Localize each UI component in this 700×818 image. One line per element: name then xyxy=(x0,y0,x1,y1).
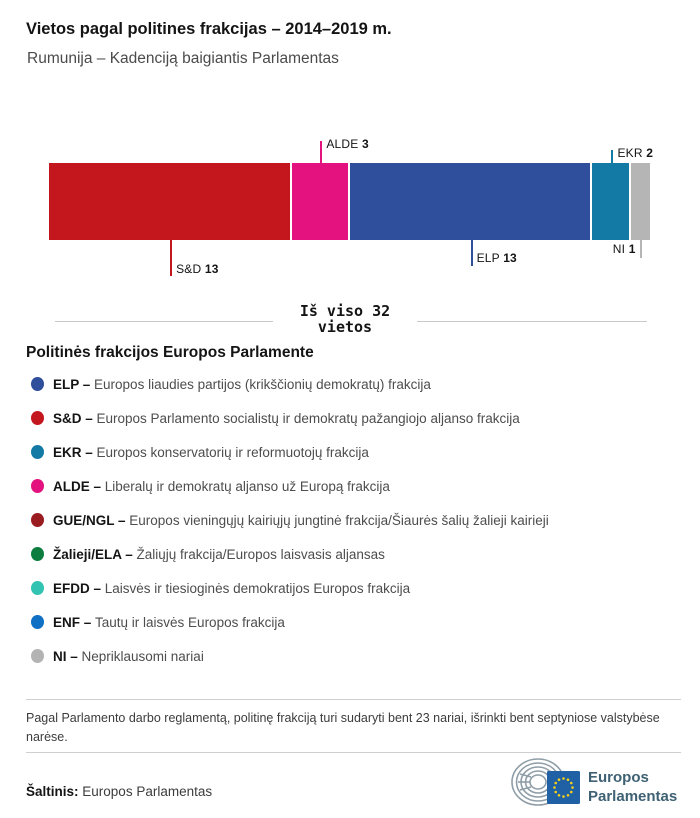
legend-item-elp: ELP – Europos liaudies partijos (krikšči… xyxy=(26,367,676,401)
eu-star-icon xyxy=(569,790,573,794)
legend-dot-efdd xyxy=(31,581,44,595)
footnote-divider xyxy=(26,699,681,700)
footnote-text: Pagal Parlamento darbo reglamentą, polit… xyxy=(26,711,660,744)
page-title: Vietos pagal politines frakcijas – 2014–… xyxy=(26,20,392,38)
legend-label-alieji-ela: Žalieji/ELA – Žaliųjų frakcija/Europos l… xyxy=(53,546,385,562)
eu-flag-icon xyxy=(547,771,580,804)
legend-dot-gue-ngl xyxy=(31,513,44,527)
bar-segment-alde xyxy=(291,163,348,240)
eu-star-icon xyxy=(569,781,573,785)
page-subtitle: Rumunija – Kadenciją baigiantis Parlamen… xyxy=(27,50,339,67)
legend-item-s-d: S&D – Europos Parlamento socialistų ir d… xyxy=(26,401,676,435)
legend-label-efdd: EFDD – Laisvės ir tiesioginės demokratij… xyxy=(53,580,411,596)
legend-dot-alde xyxy=(31,479,44,493)
legend-item-enf: ENF – Tautų ir laisvės Europos frakcija xyxy=(26,605,676,639)
eu-star-icon xyxy=(566,793,570,797)
source-line: Šaltinis: Europos Parlamentas xyxy=(26,784,212,799)
legend-item-efdd: EFDD – Laisvės ir tiesioginės demokratij… xyxy=(26,571,676,605)
total-rule-right xyxy=(417,321,647,322)
legend-item-alde: ALDE – Liberalų ir demokratų aljanso už … xyxy=(26,469,676,503)
legend-label-ni: NI – Nepriklausomi nariai xyxy=(53,648,204,664)
legend-dot-enf xyxy=(31,615,44,629)
callout-label-ni: NI 1 xyxy=(612,242,636,256)
callout-tick-elp xyxy=(470,240,473,266)
legend-label-s-d: S&D – Europos Parlamento socialistų ir d… xyxy=(53,410,520,426)
european-parliament-logo: Europos Parlamentas xyxy=(511,758,677,806)
eu-star-icon xyxy=(562,795,565,798)
eu-star-icon xyxy=(554,781,558,785)
callout-label-s-d: S&D 13 xyxy=(176,262,219,276)
callout-tick-alde xyxy=(320,141,323,163)
eu-star-icon xyxy=(566,778,570,782)
seats-stacked-bar-chart: S&D 13 ALDE 3 ELP 13 EKR 2 NI 1 xyxy=(0,130,700,295)
eu-star-icon xyxy=(554,790,558,794)
callout-label-alde: ALDE 3 xyxy=(326,137,369,151)
logo-text-line2: Parlamentas xyxy=(588,788,677,805)
legend-dot-ekr xyxy=(31,445,44,459)
legend-dot-s-d xyxy=(31,411,44,425)
total-rule-left xyxy=(55,321,273,322)
legend-label-elp: ELP – Europos liaudies partijos (krikšči… xyxy=(53,376,431,392)
legend-item-ni: NI – Nepriklausomi nariai xyxy=(26,639,676,673)
eu-flag-stars xyxy=(553,777,574,798)
source-label: Šaltinis: xyxy=(26,784,79,799)
source-value: Europos Parlamentas xyxy=(82,784,213,799)
legend-label-ekr: EKR – Europos konservatorių ir reformuot… xyxy=(53,444,369,460)
legend-label-alde: ALDE – Liberalų ir demokratų aljanso už … xyxy=(53,478,390,494)
eu-star-icon xyxy=(562,777,565,780)
logo-text-line1: Europos xyxy=(588,769,649,786)
total-seats-label: Iš viso 32 vietos xyxy=(299,302,391,336)
legend-item-alieji-ela: Žalieji/ELA – Žaliųjų frakcija/Europos l… xyxy=(26,537,676,571)
eu-star-icon xyxy=(557,793,561,797)
callout-tick-ni xyxy=(639,240,642,258)
bar-segment-s-d xyxy=(49,163,290,240)
legend-dot-ni xyxy=(31,649,44,663)
total-seats-row: Iš viso 32 vietos xyxy=(0,302,700,338)
legend-dot-elp xyxy=(31,377,44,391)
legend-dot-alieji-ela xyxy=(31,547,44,561)
callout-tick-s-d xyxy=(170,240,173,276)
legend-item-gue-ngl: GUE/NGL – Europos vieningųjų kairiųjų ju… xyxy=(26,503,676,537)
callout-label-elp: ELP 13 xyxy=(476,251,517,265)
legend-label-gue-ngl: GUE/NGL – Europos vieningųjų kairiųjų ju… xyxy=(53,512,549,528)
callout-tick-ekr xyxy=(611,150,614,163)
legend-heading: Politinės frakcijos Europos Parlamente xyxy=(26,344,314,361)
stacked-bar xyxy=(49,163,650,240)
eu-star-icon xyxy=(557,778,561,782)
eu-star-icon xyxy=(553,786,556,789)
bar-segment-ni xyxy=(631,163,650,240)
callout-label-ekr: EKR 2 xyxy=(617,146,654,160)
legend-label-enf: ENF – Tautų ir laisvės Europos frakcija xyxy=(53,614,285,630)
bar-segment-elp xyxy=(349,163,591,240)
source-divider xyxy=(26,752,681,753)
eu-star-icon xyxy=(571,786,574,789)
legend-item-ekr: EKR – Europos konservatorių ir reformuot… xyxy=(26,435,676,469)
bar-segment-ekr xyxy=(592,163,630,240)
legend-list: ELP – Europos liaudies partijos (krikšči… xyxy=(26,367,676,673)
